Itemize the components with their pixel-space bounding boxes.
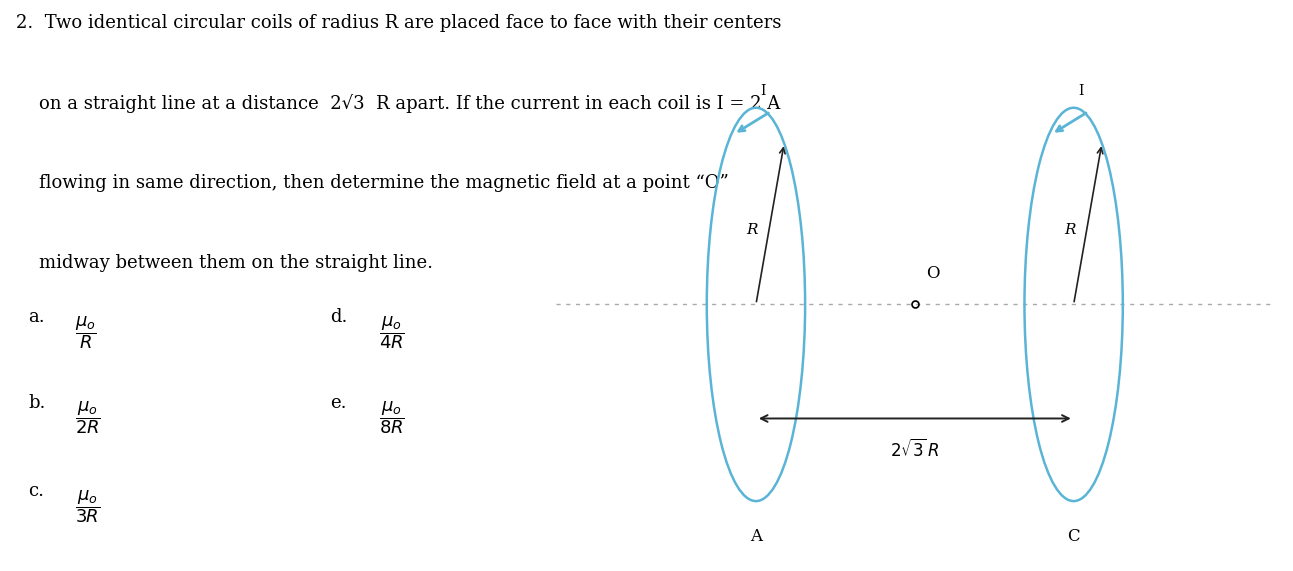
Text: R: R	[746, 223, 758, 236]
Text: $\dfrac{\mu_o}{3R}$: $\dfrac{\mu_o}{3R}$	[75, 488, 101, 525]
Text: $2\sqrt{3}\,R$: $2\sqrt{3}\,R$	[890, 439, 940, 461]
Text: I: I	[1078, 85, 1084, 98]
Text: $\dfrac{\mu_o}{2R}$: $\dfrac{\mu_o}{2R}$	[75, 400, 101, 436]
Text: e.: e.	[330, 394, 347, 412]
Text: c.: c.	[28, 482, 44, 501]
Text: d.: d.	[330, 308, 347, 327]
Text: 2.  Two identical circular coils of radius R are placed face to face with their : 2. Two identical circular coils of radiu…	[16, 14, 781, 33]
Text: I: I	[760, 85, 765, 98]
Text: on a straight line at a distance  2√3  R apart. If the current in each coil is I: on a straight line at a distance 2√3 R a…	[16, 94, 780, 113]
Text: C: C	[1067, 528, 1080, 545]
Text: $\dfrac{\mu_o}{8R}$: $\dfrac{\mu_o}{8R}$	[379, 400, 405, 436]
Text: R: R	[1064, 223, 1076, 236]
Text: midway between them on the straight line.: midway between them on the straight line…	[16, 254, 433, 272]
Text: b.: b.	[28, 394, 45, 412]
Text: O: O	[926, 265, 940, 282]
Text: A: A	[750, 528, 762, 545]
Text: $\dfrac{\mu_o}{R}$: $\dfrac{\mu_o}{R}$	[75, 314, 97, 351]
Text: flowing in same direction, then determine the magnetic field at a point “O”: flowing in same direction, then determin…	[16, 174, 728, 192]
Text: $\dfrac{\mu_o}{4R}$: $\dfrac{\mu_o}{4R}$	[379, 314, 405, 351]
Text: a.: a.	[28, 308, 45, 327]
